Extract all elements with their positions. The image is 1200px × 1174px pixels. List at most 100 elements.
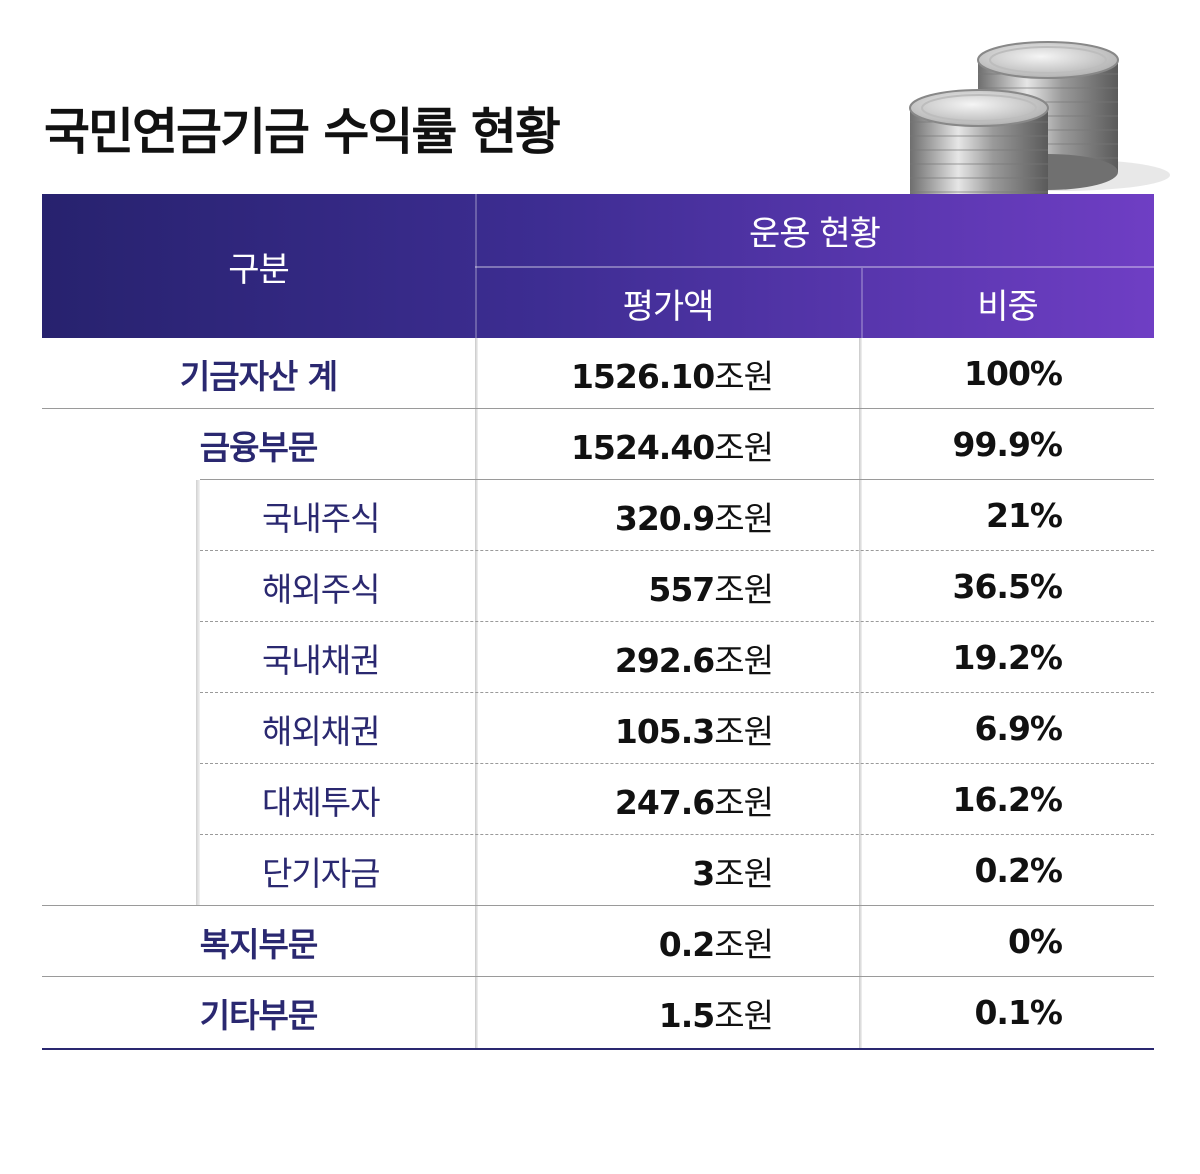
table-header: 구분 운용 현황 평가액 비중 [42, 194, 1154, 338]
row-value-unit: 조원 [714, 995, 774, 1035]
table-row: 기금자산 계 1526.10조원 100% [42, 338, 1154, 409]
row-value: 105.3조원 [475, 705, 861, 753]
row-label: 복지부문 [199, 924, 318, 964]
row-value-unit: 조원 [714, 782, 774, 822]
fund-table: 구분 운용 현황 평가액 비중 기금자산 계 1526.10조원 100% 금융부문 1… [42, 194, 1154, 1050]
row-separator [200, 621, 1154, 622]
row-value-unit: 조원 [714, 569, 774, 609]
row-share: 21% [986, 496, 1063, 535]
column-divider [859, 338, 862, 409]
row-label: 기타부문 [199, 995, 318, 1035]
table-bottom-line [42, 1048, 1154, 1050]
row-share: 16.2% [952, 780, 1064, 819]
column-divider [859, 906, 862, 977]
table-row: 복지부문 0.2조원 0% [42, 906, 1154, 977]
column-divider [859, 551, 862, 622]
column-divider [475, 835, 478, 906]
row-value: 557조원 [475, 563, 861, 611]
column-divider [859, 693, 862, 764]
row-separator [200, 550, 1154, 551]
row-share: 6.9% [974, 709, 1063, 748]
row-value-number: 292.6 [614, 640, 715, 680]
row-label: 국내채권 [262, 640, 380, 680]
table-row: 국내채권 292.6조원 19.2% [42, 622, 1154, 693]
row-value-number: 0.2 [658, 924, 715, 964]
row-separator [42, 408, 1154, 409]
row-value-unit: 조원 [714, 427, 774, 467]
row-value-number: 1526.10 [570, 356, 715, 396]
sub-group-bar [196, 551, 200, 622]
row-label: 해외채권 [262, 711, 380, 751]
row-value-number: 1.5 [658, 995, 715, 1035]
table-row: 대체투자 247.6조원 16.2% [42, 764, 1154, 835]
table-row: 해외채권 105.3조원 6.9% [42, 693, 1154, 764]
row-share: 36.5% [952, 567, 1064, 606]
column-divider [475, 906, 478, 977]
row-label: 국내주식 [262, 498, 380, 538]
row-separator [42, 976, 1154, 977]
row-label: 금융부문 [199, 427, 318, 467]
row-value-unit: 조원 [714, 711, 774, 751]
row-separator [42, 905, 1154, 906]
header-share: 비중 [977, 286, 1039, 327]
row-separator [200, 763, 1154, 764]
row-share: 0% [1007, 922, 1063, 961]
page-title: 국민연금기금 수익률 현황 [44, 103, 561, 161]
row-value-unit: 조원 [714, 356, 774, 396]
header-value: 평가액 [622, 286, 715, 327]
row-label: 기금자산 계 [179, 356, 338, 396]
row-separator [200, 834, 1154, 835]
column-divider [475, 551, 478, 622]
row-value: 320.9조원 [475, 492, 861, 540]
table-row: 국내주식 320.9조원 21% [42, 480, 1154, 551]
column-divider [859, 764, 862, 835]
header-col-divider [475, 194, 477, 338]
header-divider [475, 266, 1154, 268]
column-divider [859, 409, 862, 480]
row-value-number: 1524.40 [570, 427, 715, 467]
table-row: 기타부문 1.5조원 0.1% [42, 977, 1154, 1048]
sub-group-bar [196, 622, 200, 693]
row-value-number: 320.9 [614, 498, 715, 538]
column-divider [859, 622, 862, 693]
row-value-unit: 조원 [714, 853, 774, 893]
column-divider [475, 764, 478, 835]
row-value: 247.6조원 [475, 776, 861, 824]
row-separator [200, 479, 1154, 480]
header-col-divider [861, 268, 863, 338]
column-divider [475, 622, 478, 693]
row-value-unit: 조원 [714, 924, 774, 964]
row-share: 0.1% [974, 993, 1063, 1032]
column-divider [859, 977, 862, 1048]
row-share: 99.9% [952, 425, 1064, 464]
column-divider [475, 480, 478, 551]
sub-group-bar [196, 693, 200, 764]
sub-group-bar [196, 480, 200, 551]
column-divider [475, 693, 478, 764]
row-label: 대체투자 [262, 782, 380, 822]
column-divider [475, 338, 478, 409]
column-divider [859, 480, 862, 551]
row-value: 1.5조원 [475, 989, 861, 1037]
header-group: 운용 현황 [749, 213, 881, 254]
row-label: 단기자금 [262, 853, 380, 893]
column-divider [859, 835, 862, 906]
row-value: 1524.40조원 [475, 421, 861, 469]
sub-group-bar [196, 764, 200, 835]
table-row: 금융부문 1524.40조원 99.9% [42, 409, 1154, 480]
row-share: 100% [964, 354, 1063, 393]
row-value: 0.2조원 [475, 918, 861, 966]
row-value: 292.6조원 [475, 634, 861, 682]
row-value: 1526.10조원 [475, 350, 861, 398]
row-value-unit: 조원 [714, 640, 774, 680]
row-value-number: 105.3 [614, 711, 715, 751]
row-separator [200, 692, 1154, 693]
sub-group-bar [196, 835, 200, 906]
row-value-number: 247.6 [614, 782, 715, 822]
column-divider [475, 409, 478, 480]
header-category: 구분 [228, 249, 290, 290]
column-divider [475, 977, 478, 1048]
table-body: 기금자산 계 1526.10조원 100% 금융부문 1524.40조원 99.9% 국내주… [42, 338, 1154, 1048]
row-value: 3조원 [475, 847, 861, 895]
row-value-number: 557 [648, 569, 715, 609]
